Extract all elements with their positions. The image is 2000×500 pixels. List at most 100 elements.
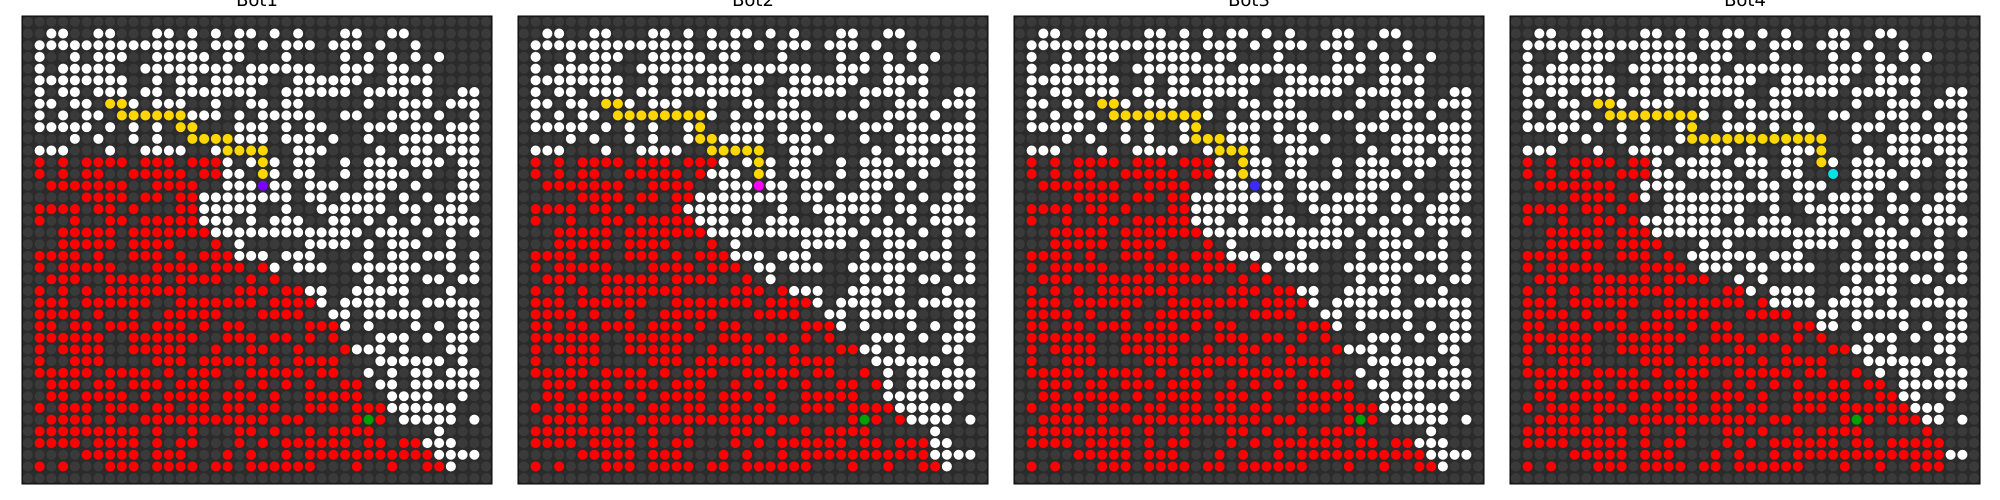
fire-cell [1238, 367, 1249, 378]
open-cell [1343, 40, 1354, 51]
wall-cell [1390, 379, 1401, 390]
fire-cell [116, 449, 127, 460]
wall-cell [1367, 250, 1378, 261]
wall-cell [1414, 473, 1425, 484]
path-cell [1214, 145, 1225, 156]
fire-cell [706, 414, 717, 425]
fire-cell [175, 344, 186, 355]
wall-cell [624, 75, 635, 86]
wall-cell [152, 204, 163, 215]
wall-cell [1792, 51, 1803, 62]
wall-cell [1945, 51, 1956, 62]
wall-cell [824, 110, 835, 121]
wall-cell [812, 110, 823, 121]
open-cell [210, 63, 221, 74]
open-cell [859, 122, 870, 133]
open-cell [1379, 402, 1390, 413]
open-cell [1296, 110, 1307, 121]
open-cell [46, 145, 57, 156]
wall-cell [1261, 379, 1272, 390]
wall-cell [601, 133, 612, 144]
open-cell [542, 122, 553, 133]
fire-cell [93, 204, 104, 215]
open-cell [965, 250, 976, 261]
wall-cell [328, 414, 339, 425]
wall-cell [1144, 367, 1155, 378]
open-cell [363, 63, 374, 74]
open-cell [1191, 215, 1202, 226]
open-cell [742, 75, 753, 86]
open-cell [387, 227, 398, 238]
wall-cell [1343, 321, 1354, 332]
open-cell [706, 28, 717, 39]
wall-cell [234, 461, 245, 472]
open-cell [457, 192, 468, 203]
wall-cell [695, 75, 706, 86]
fire-cell [105, 367, 116, 378]
wall-cell [410, 63, 421, 74]
wall-cell [1249, 204, 1260, 215]
fire-cell [1026, 426, 1037, 437]
wall-cell [22, 192, 33, 203]
wall-cell [1191, 461, 1202, 472]
fire-cell [1050, 227, 1061, 238]
open-cell [1461, 110, 1472, 121]
fire-cell [1144, 461, 1155, 472]
wall-cell [1026, 28, 1037, 39]
fire-cell [601, 262, 612, 273]
button-cell [363, 414, 374, 425]
fire-cell [1367, 449, 1378, 460]
wall-cell [1734, 51, 1745, 62]
wall-cell [1155, 122, 1166, 133]
wall-cell [1296, 28, 1307, 39]
fire-cell [812, 321, 823, 332]
wall-cell [1426, 285, 1437, 296]
path-cell [257, 168, 268, 179]
open-cell [1332, 157, 1343, 168]
wall-cell [340, 16, 351, 27]
fire-cell [554, 180, 565, 191]
fire-cell [1273, 367, 1284, 378]
open-cell [530, 110, 541, 121]
wall-cell [257, 473, 268, 484]
wall-cell [1144, 391, 1155, 402]
wall-cell [1296, 16, 1307, 27]
fire-cell [577, 239, 588, 250]
fire-cell [1132, 379, 1143, 390]
wall-cell [1097, 110, 1108, 121]
wall-cell [199, 285, 210, 296]
open-cell [387, 63, 398, 74]
fire-cell [1061, 426, 1072, 437]
wall-cell [293, 332, 304, 343]
fire-cell [883, 449, 894, 460]
fire-cell [624, 321, 635, 332]
wall-cell [742, 40, 753, 51]
open-cell [883, 239, 894, 250]
wall-cell [1426, 168, 1437, 179]
wall-cell [1014, 285, 1025, 296]
open-cell [1308, 192, 1319, 203]
wall-cell [457, 239, 468, 250]
wall-cell [481, 215, 492, 226]
fire-cell [152, 215, 163, 226]
fire-cell [659, 180, 670, 191]
open-cell [398, 332, 409, 343]
fire-cell [624, 438, 635, 449]
wall-cell [304, 98, 315, 109]
wall-cell [293, 449, 304, 460]
open-cell [304, 110, 315, 121]
fire-cell [58, 402, 69, 413]
fire-cell [1120, 250, 1131, 261]
grid-bot4 [1509, 15, 1981, 485]
open-cell [871, 262, 882, 273]
wall-cell [387, 297, 398, 308]
wall-cell [116, 250, 127, 261]
wall-cell [530, 274, 541, 285]
wall-cell [1014, 426, 1025, 437]
open-cell [601, 51, 612, 62]
wall-cell [695, 28, 706, 39]
wall-cell [210, 438, 221, 449]
fire-cell [187, 227, 198, 238]
wall-cell [636, 262, 647, 273]
wall-cell [683, 285, 694, 296]
